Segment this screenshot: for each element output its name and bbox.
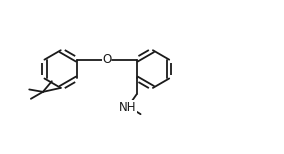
Text: NH: NH — [119, 101, 136, 114]
Text: O: O — [102, 53, 111, 66]
